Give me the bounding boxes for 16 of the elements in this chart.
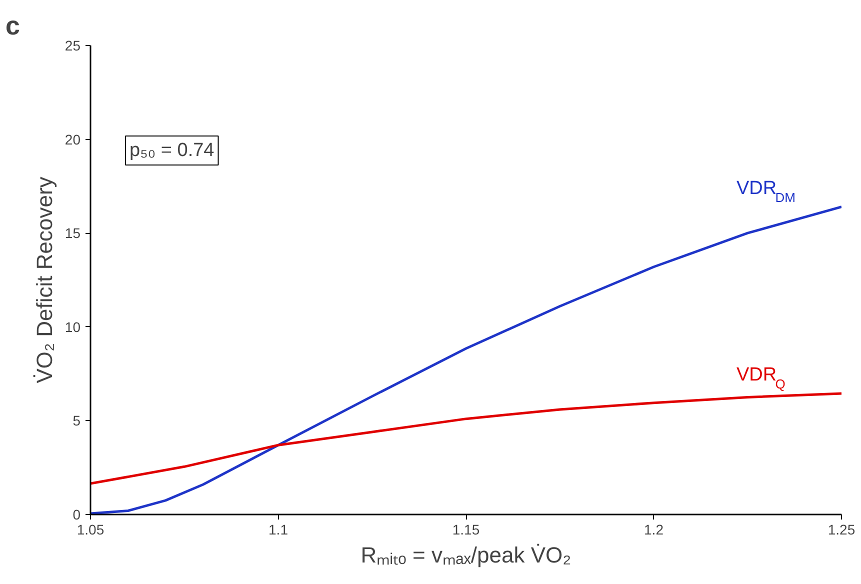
y-tick-label: 5 [72,412,81,429]
x-tick-label: 1.15 [452,522,480,538]
x-tick-label: 1.1 [268,522,288,538]
y-tick-label: 15 [64,225,81,242]
x-tick-label: 1.25 [828,522,856,538]
text: c [6,10,20,40]
y-tick-label: 20 [64,131,81,148]
x-tick-label: 1.2 [644,522,664,538]
annotation: p₅₀ = 0.74 [130,140,215,161]
line-series [90,392,842,485]
y-tick-label: 25 [64,38,81,54]
x-axis-title: Rₘᵢₜₒ = vₘₐₓ/peak V̇O₂ [360,542,572,568]
y-axis-title: V̇O₂ Deficit Recovery [32,176,57,384]
y-tick-label: 10 [64,318,81,335]
x-tick-label: 1.05 [76,522,104,538]
y-tick-label: 0 [72,506,81,522]
